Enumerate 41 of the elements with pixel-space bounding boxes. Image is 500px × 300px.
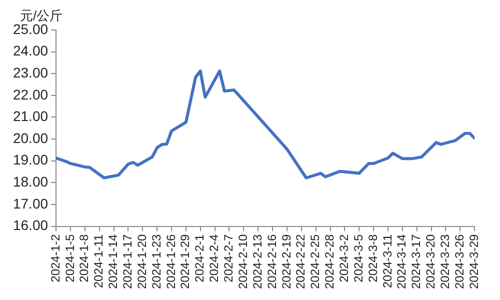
x-tick-label: 2024-1-17 [120,234,135,290]
y-tick-label: 17.00 [12,195,48,212]
y-tick-label: 20.00 [12,130,48,146]
x-tick-label: 2024-3-29 [466,234,481,290]
x-tick-label: 2024-2-10 [236,234,250,290]
x-tick-label: 2024-2-1 [192,234,207,282]
x-tick-label: 2024-3-14 [394,234,409,290]
y-tick-label: 16.00 [12,217,48,234]
x-tick-label: 2024-3-26 [452,234,466,290]
x-tick-label: 2024-2-25 [308,234,322,290]
x-tick-label: 2024-3-11 [380,234,394,288]
y-axis-title: 元/公斤 [20,8,63,24]
x-tick-label: 2024-1-29 [178,234,192,290]
y-tick-label: 25.00 [12,20,48,37]
x-tick-label: 2024-3-17 [409,234,424,290]
x-tick-label: 2024-1-20 [134,234,149,290]
x-tick-label: 2024-1-8 [77,234,92,282]
y-tick-label: 18.00 [12,174,48,190]
y-tick-label: 22.00 [12,86,48,102]
x-tick-label: 2024-1-23 [149,234,164,290]
x-tick-label: 2024-2-28 [322,234,337,290]
x-tick-label: 2024-1-11 [92,234,106,288]
y-tick-label: 21.00 [12,108,48,124]
x-tick-label: 2024-3-5 [351,234,366,282]
x-tick-label: 2024-2-19 [279,234,294,290]
x-tick-label: 2024-3-20 [424,234,438,290]
x-tick-label: 2024-3-23 [438,234,452,290]
y-tick-label: 24.00 [12,42,48,59]
x-tick-label: 2024-1-26 [164,234,178,290]
x-tick-label: 2024-1-14 [106,234,120,290]
y-tick-label: 23.00 [12,64,48,80]
x-tick-label: 2024-2-22 [294,234,308,290]
x-tick-label: 2024-3-8 [366,234,380,282]
x-tick-label: 2024-3-2 [337,234,352,282]
x-tick-label: 2024-2-4 [207,234,222,282]
x-tick-label: 2024-2-7 [222,234,236,282]
x-tick-label: 2024-1-2 [48,234,62,282]
x-tick-label: 2024-1-5 [62,234,77,282]
y-tick-label: 19.00 [12,152,48,168]
x-tick-label: 2024-2-13 [250,234,264,290]
x-tick-label: 2024-2-16 [264,234,279,290]
